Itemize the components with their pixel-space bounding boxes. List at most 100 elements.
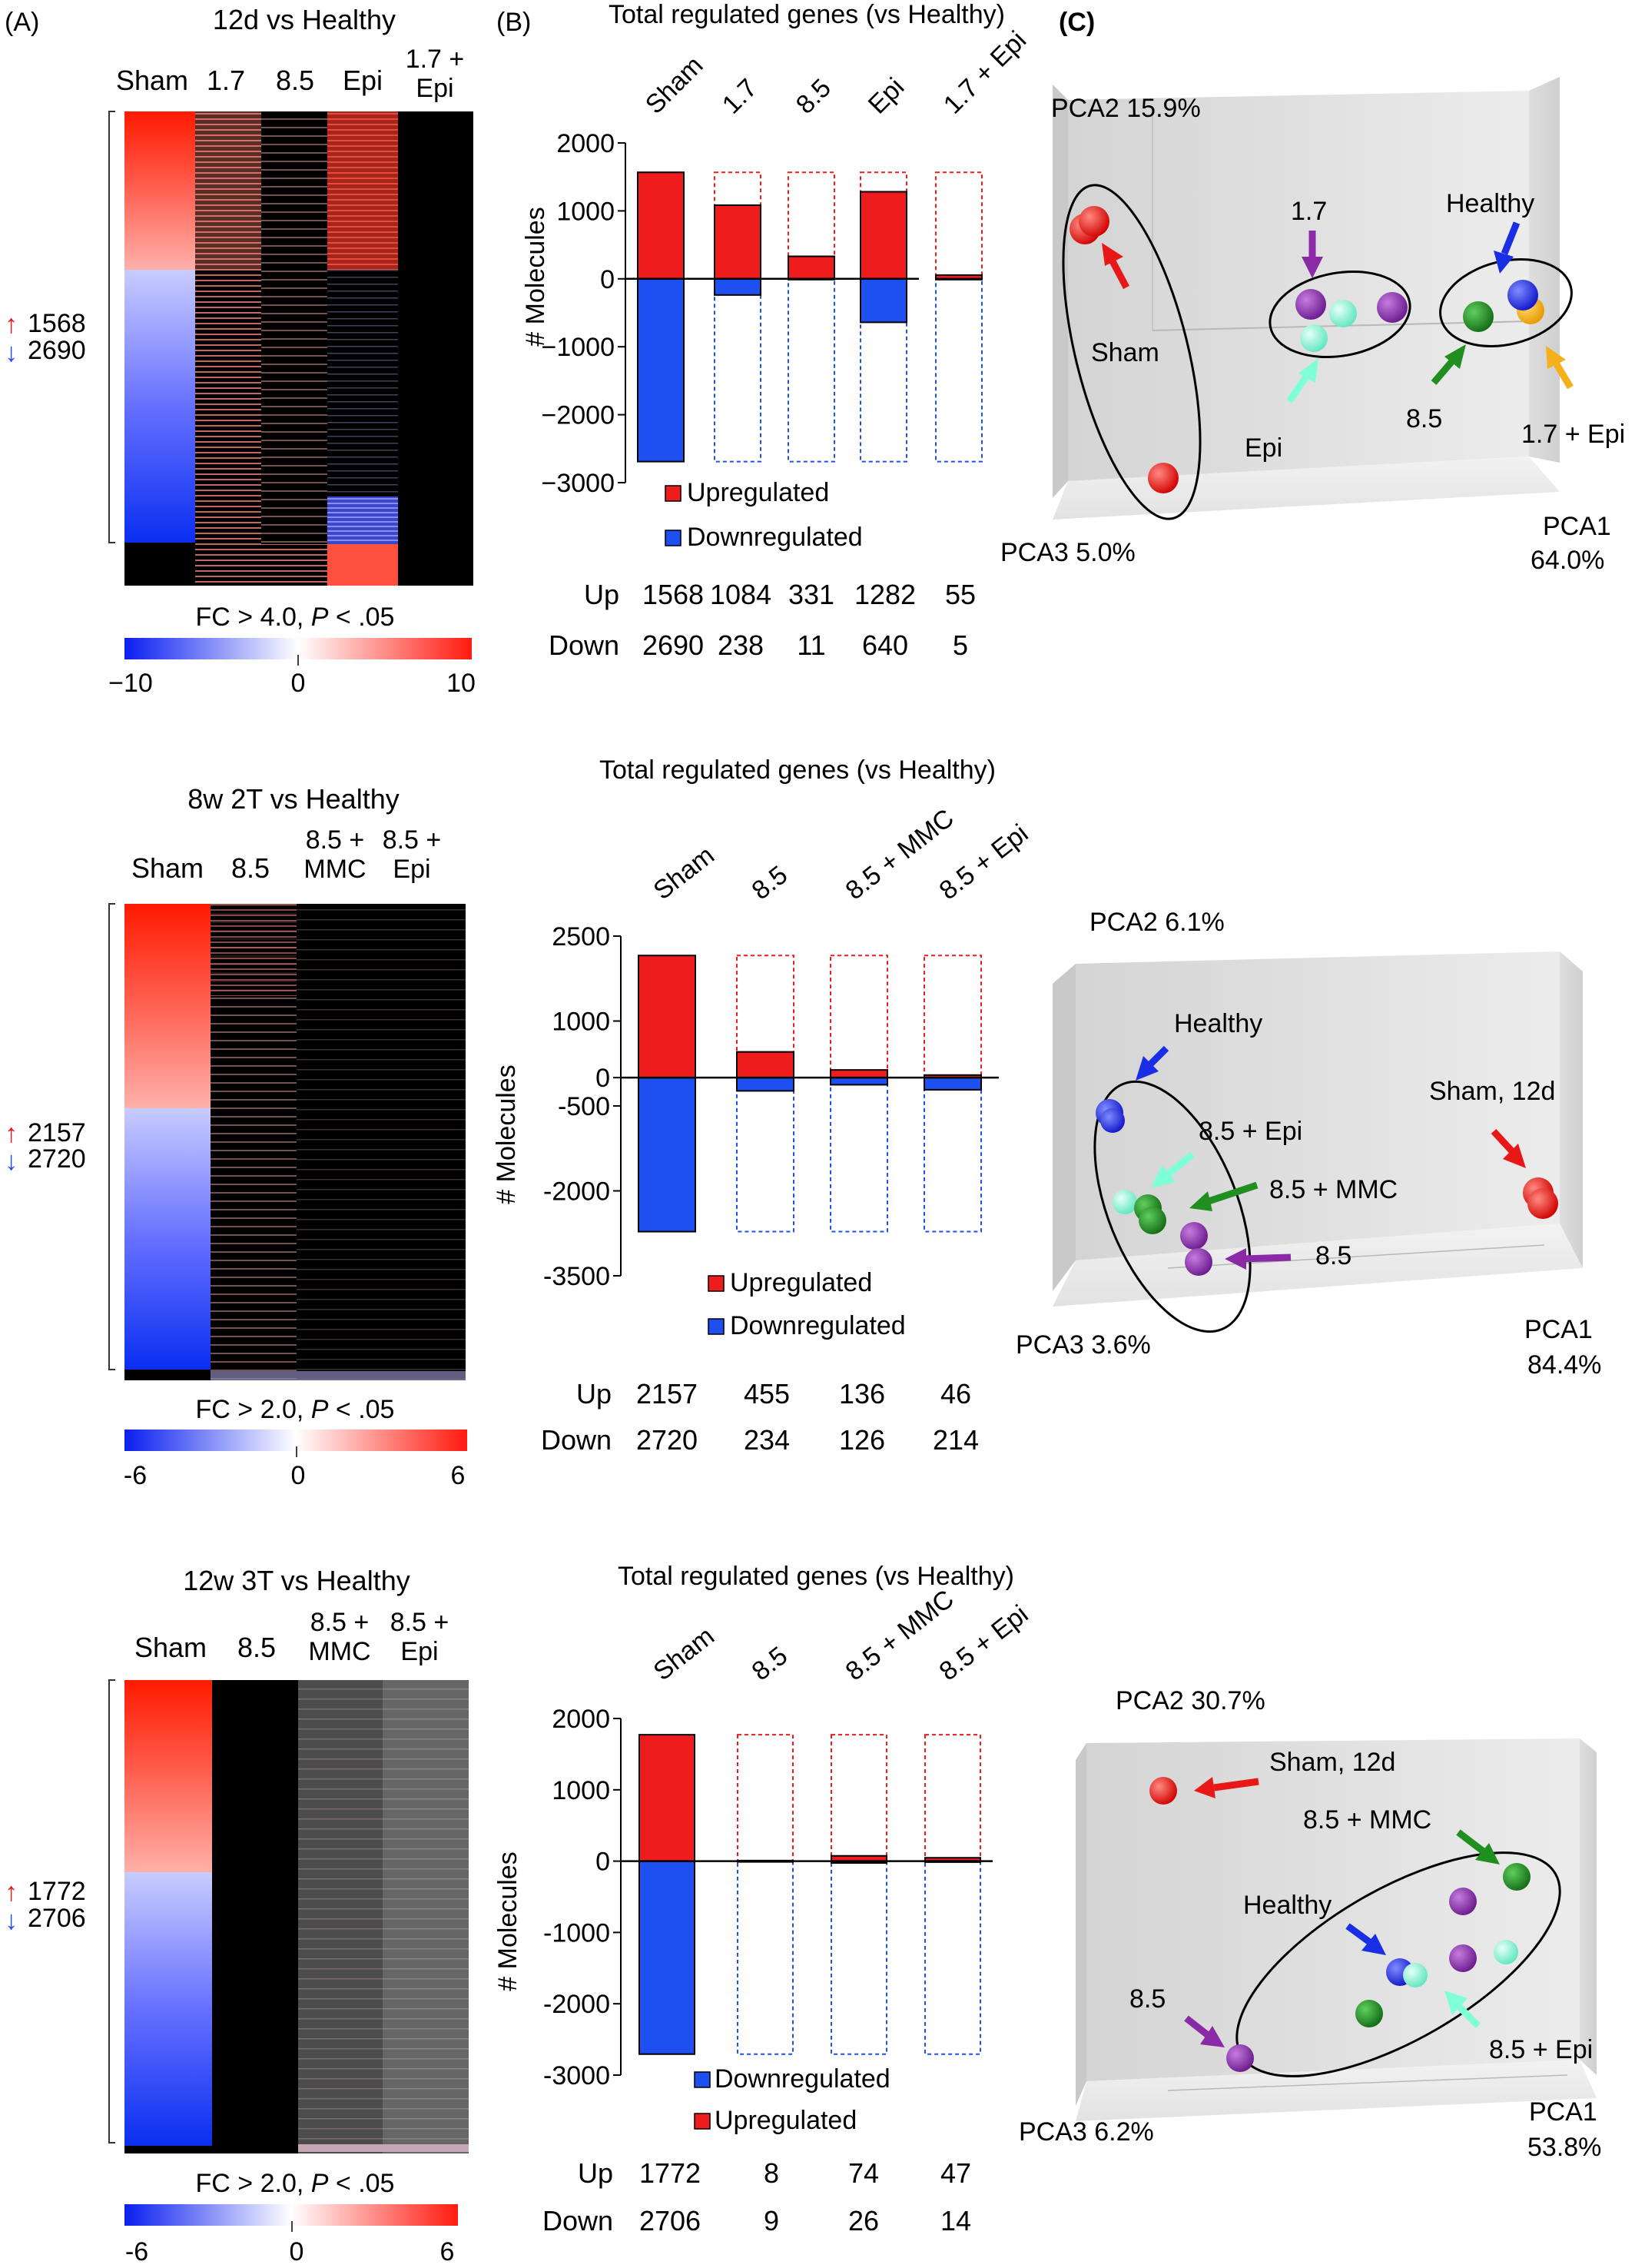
bar-up [714, 204, 761, 280]
pca1-label: PCA1 [1543, 512, 1611, 541]
pca-label-17epi: 1.7 + Epi [1521, 420, 1625, 449]
sample-point-17 [1295, 289, 1326, 320]
heatmap-row2: 8w 2T vs Healthy Sham 8.5 8.5 + MMC 8.5 … [5, 783, 467, 1490]
pca-left-wall [1076, 1743, 1086, 2106]
pca-label-healthy: Healthy [1243, 1891, 1332, 1920]
bar-up [638, 955, 696, 1079]
bar-chart-row1: Total regulated genes (vs Healthy) # Mol… [521, 0, 1032, 661]
arrow-healthy-head [1136, 1056, 1159, 1081]
heatmap-col-label: MMC [308, 1637, 370, 1666]
arrow-17epi-head [1546, 346, 1566, 369]
sample-point-sham [1149, 1777, 1177, 1805]
pca1-label: PCA1 [1524, 1315, 1593, 1344]
heatmap-cell-epi [381, 904, 466, 1380]
table-row-label-up: Up [578, 2157, 613, 2189]
bar-reference-up [830, 955, 888, 1079]
table-value-up: 55 [945, 579, 976, 610]
heatmap-cell-17-top [195, 111, 261, 270]
sample-point-sham [1527, 1188, 1558, 1219]
scale-max: 10 [446, 669, 476, 698]
pca1-label: PCA1 [1529, 2097, 1597, 2127]
heatmap-cell-sham-tail [124, 543, 195, 586]
heatmap-col-label: 8.5 + [383, 825, 442, 855]
pca-label-healthy: Healthy [1174, 1009, 1262, 1038]
up-count: 2157 [28, 1118, 86, 1147]
sample-point-epi [1494, 1940, 1518, 1964]
heatmap-col-label: Epi [416, 74, 453, 103]
panel-label-c: (C) [1059, 8, 1095, 37]
legend-upregulated: Upregulated [687, 478, 829, 507]
scale-min: −10 [108, 669, 153, 698]
bar-down [714, 277, 761, 296]
arrow-healthy-head [1361, 1934, 1386, 1955]
sample-point-healthy [1100, 1108, 1125, 1133]
table-value-down: 126 [839, 1424, 885, 1456]
cluster-ellipse [1093, 1080, 1252, 1333]
color-scale [124, 1430, 467, 1451]
x-category-label: 1.7 + Epi [938, 25, 1032, 119]
y-tick-label: −3000 [542, 469, 615, 498]
x-category-label: Sham [640, 51, 709, 120]
bar-down [637, 277, 685, 463]
arrow-healthy-head [1494, 251, 1514, 274]
pca2-label: PCA2 15.9% [1051, 94, 1201, 123]
threshold-label: FC > 4.0, P < .05 [196, 603, 395, 632]
table-value-up: 1772 [639, 2157, 701, 2189]
y-tick-label: -1000 [543, 1918, 610, 1948]
pca-plot-row2: PCA2 6.1% PCA3 3.6% PCA1 84.4% Healthy S… [1016, 908, 1601, 1380]
arrow-85 [1431, 359, 1455, 385]
bar-reference-up [737, 1734, 794, 1862]
pca3-label: PCA3 5.0% [1000, 538, 1136, 567]
bar-down [638, 1860, 695, 2055]
bar-reference-down [736, 1077, 794, 1233]
arrow-85 [1242, 1254, 1292, 1263]
heatmap-cell-85-top [211, 904, 297, 996]
pca-left-wall [1053, 85, 1068, 498]
heatmap-cell-sham-down [124, 1872, 212, 2146]
legend-downregulated: Downregulated [730, 1311, 906, 1340]
bar-reference-down [714, 277, 761, 463]
y-tick-label: 2000 [556, 129, 615, 158]
arrow-mmc-head [1475, 1843, 1500, 1865]
heatmap-col-label: Sham [134, 1632, 207, 1663]
arrow-sham-head [1194, 1777, 1215, 1798]
table-row-label-down: Down [549, 629, 619, 661]
sample-point-85 [1185, 1248, 1212, 1276]
x-category-label: 8.5 [747, 860, 794, 905]
table-value-down: 11 [797, 629, 825, 661]
panel-label-a: (A) [5, 8, 39, 37]
heatmap-cell-mmc [298, 1680, 383, 2153]
pca3-label: PCA3 3.6% [1016, 1330, 1151, 1360]
arrow-mmc [1456, 1829, 1487, 1855]
bar-y-axis-label: # Molecules [493, 1851, 522, 1991]
heatmap-col-label: 8.5 + [310, 1608, 370, 1637]
bar-reference-down [737, 1860, 794, 2055]
y-tick-label: 1000 [556, 197, 615, 226]
up-count: 1568 [28, 309, 86, 338]
sample-point-sham [1079, 206, 1109, 237]
heatmap-cell-epi-upstr [327, 111, 398, 270]
legend-swatch-up [694, 2113, 711, 2130]
bar-up [638, 1734, 695, 1862]
sample-point-mmc [1503, 1863, 1531, 1891]
table-value-down: 640 [862, 629, 908, 661]
sample-point-17 [1377, 292, 1408, 323]
pca-label-epi: 8.5 + Epi [1199, 1117, 1302, 1146]
sample-point-epi [1403, 1963, 1428, 1987]
bar-y-axis-label: # Molecules [521, 207, 550, 346]
heatmap-row3: 12w 3T vs Healthy Sham 8.5 8.5 + MMC 8.5… [5, 1565, 469, 2266]
heatmap-cell-mmc [297, 904, 381, 1380]
bar-up [788, 255, 835, 280]
pca-label-17: 1.7 [1291, 197, 1327, 226]
legend-downregulated: Downregulated [687, 523, 863, 552]
heatmap-cell-sham-up [124, 904, 211, 1108]
table-value-up: 331 [788, 579, 834, 610]
bar-chart-title: Total regulated genes (vs Healthy) [618, 1562, 1014, 1591]
y-tick-label: −2000 [542, 401, 615, 430]
heatmap-cell-sham-tail [124, 1370, 211, 1380]
pca-left-wall [1053, 964, 1076, 1291]
bar-up [830, 1069, 888, 1079]
bar-chart-row2: Total regulated genes (vs Healthy) # Mol… [492, 755, 1033, 1456]
table-value-up: 74 [848, 2157, 879, 2189]
arrow-17-head [1302, 257, 1323, 278]
